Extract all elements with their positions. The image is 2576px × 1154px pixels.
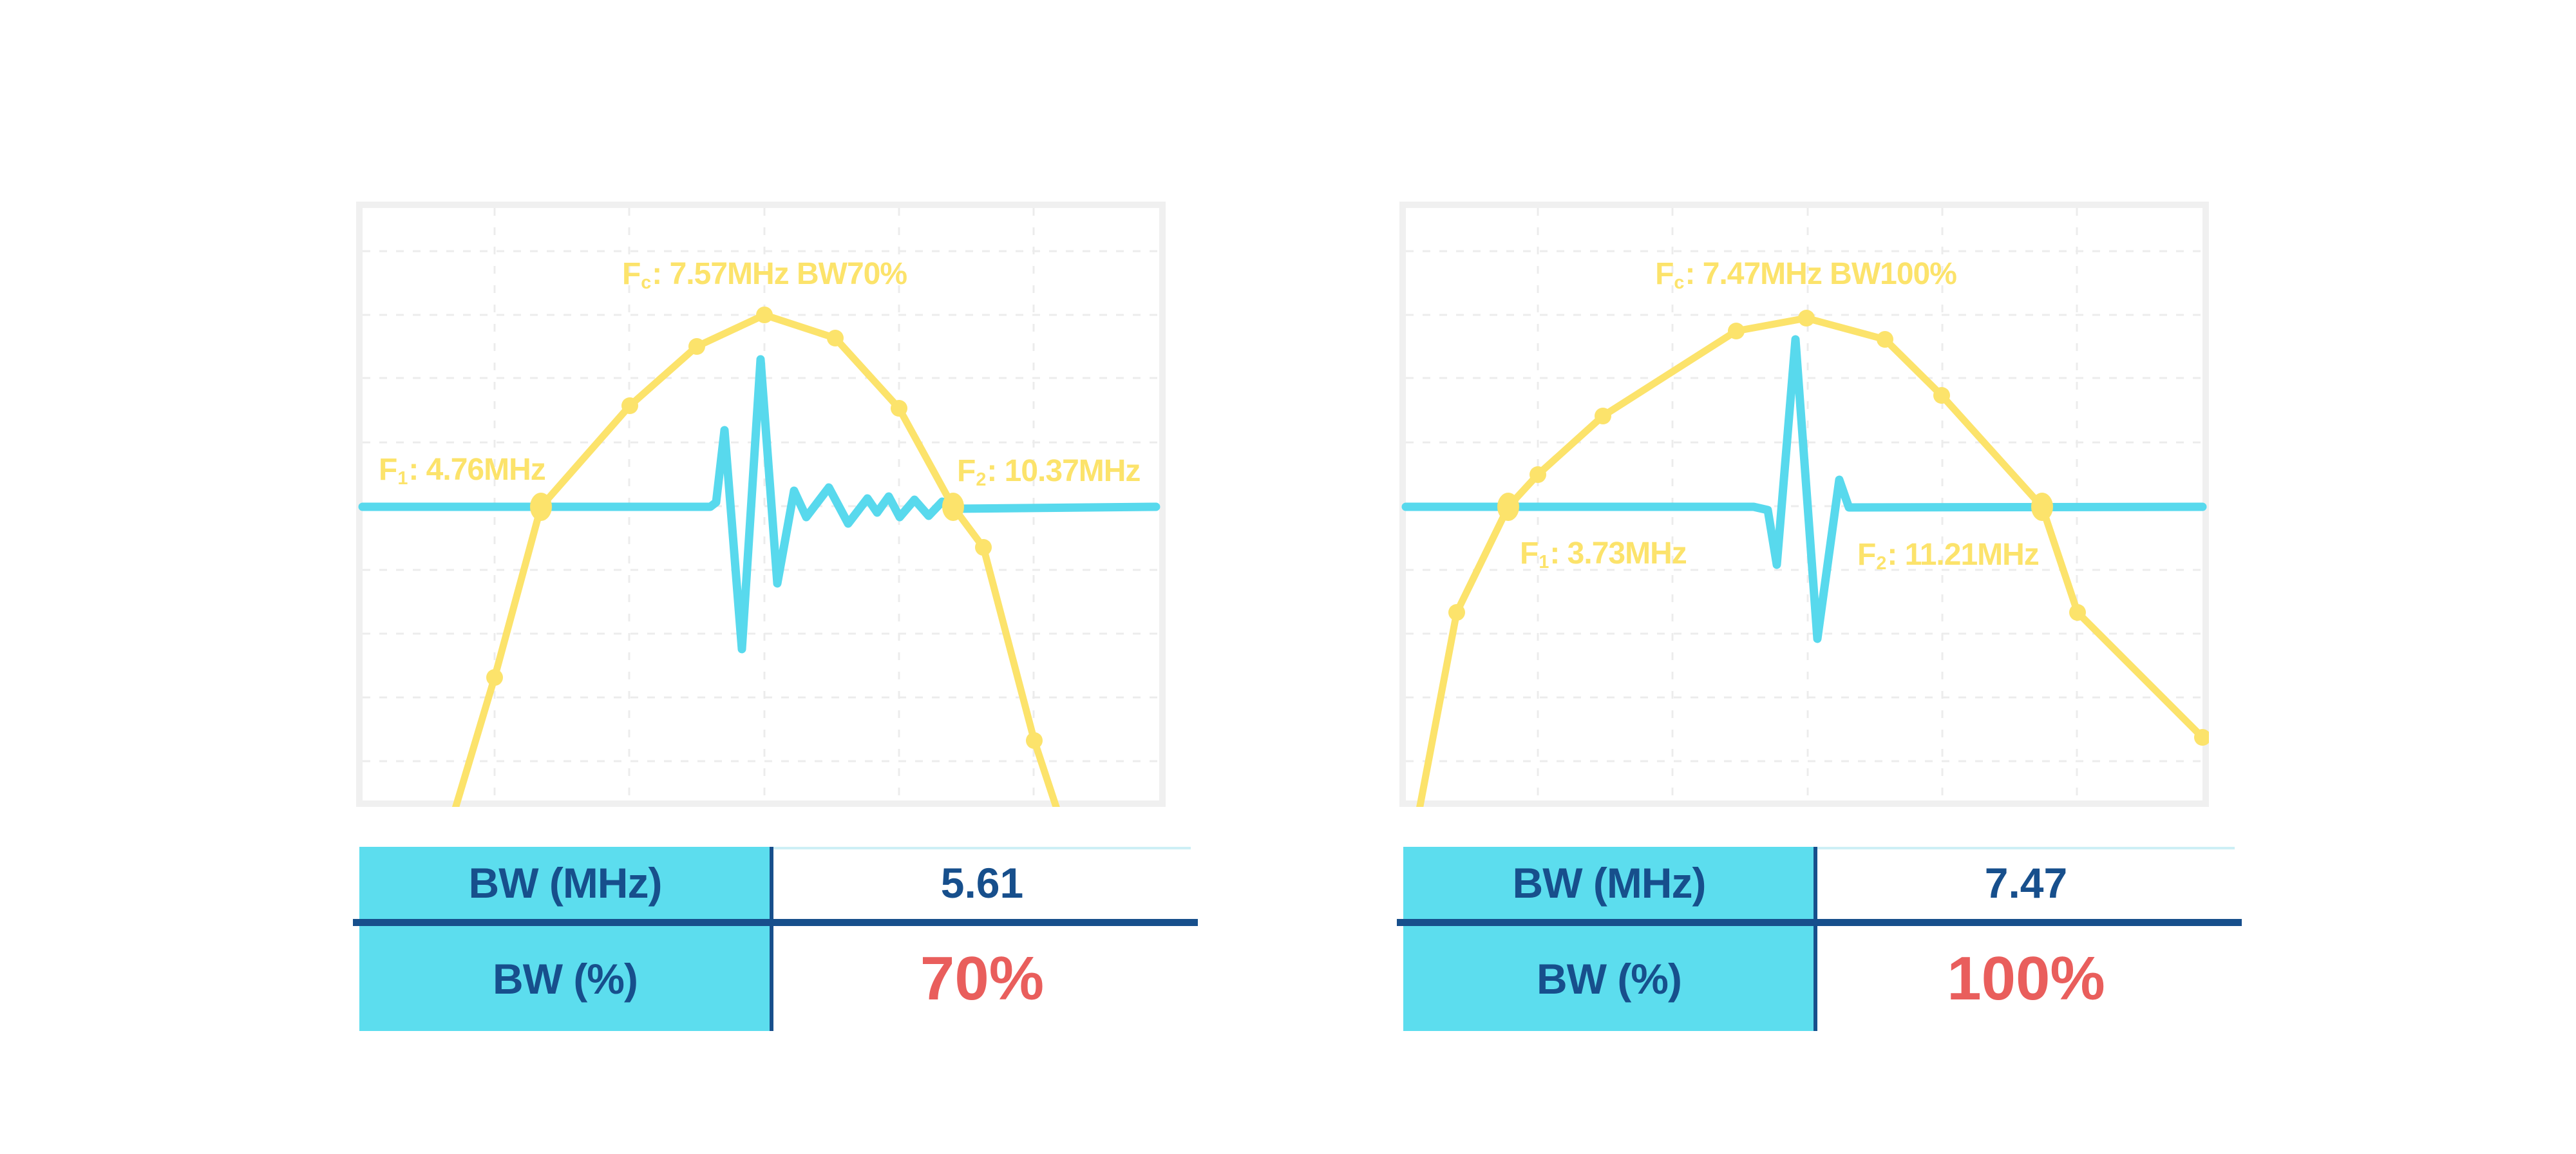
- right-table-label-column: [1403, 847, 1815, 1031]
- left-f1-annotation: F1: 4.76MHz: [379, 453, 546, 489]
- right-table-row-divider: [1397, 919, 2242, 926]
- right-f1-annotation: F1: 3.73MHz: [1520, 536, 1687, 572]
- left-table-top-rule: [771, 847, 1191, 849]
- left-table-label-column: [359, 847, 771, 1031]
- bw-mhz-value: 7.47: [1984, 859, 2068, 907]
- table-row: 5.61: [773, 847, 1191, 919]
- right-f2-annotation: F2: 11.21MHz: [1857, 538, 2040, 574]
- f2-marker: [942, 493, 964, 521]
- bw-pct-value: 100%: [1947, 943, 2105, 1013]
- left-table-row-divider: [353, 919, 1198, 926]
- right-spectrum-markers: [1448, 310, 2209, 746]
- f2-marker: [2031, 493, 2053, 521]
- data-point-marker: [2069, 604, 2086, 621]
- left-fc-annotation: Fc: 7.57MHz BW70%: [621, 257, 907, 293]
- table-row: 70%: [773, 926, 1191, 1031]
- bw-pct-value: 70%: [920, 943, 1045, 1013]
- left-chart: [356, 202, 1166, 807]
- right-chart: [1399, 202, 2209, 807]
- data-point-marker: [975, 539, 992, 556]
- data-point-marker: [1798, 310, 1815, 326]
- left-table-column-divider: [770, 847, 773, 1031]
- f1-marker: [530, 493, 552, 521]
- table-row: BW (%): [1403, 926, 1815, 1031]
- f1-marker: [1497, 493, 1519, 521]
- data-point-marker: [756, 307, 773, 323]
- curve-end-marker: [2194, 729, 2209, 746]
- bw-mhz-label: BW (MHz): [1512, 859, 1707, 907]
- right-table-top-rule: [1815, 847, 2235, 849]
- data-point-marker: [1728, 323, 1745, 339]
- data-point-marker: [688, 338, 705, 355]
- bw-mhz-value: 5.61: [940, 859, 1024, 907]
- left-pulse-waveform: [358, 355, 1160, 654]
- data-point-marker: [891, 400, 907, 417]
- data-point-marker: [1026, 732, 1043, 749]
- data-point-marker: [1933, 387, 1950, 404]
- table-row: BW (MHz): [1403, 847, 1815, 919]
- data-point-marker: [1595, 408, 1611, 424]
- data-point-marker: [1877, 331, 1893, 348]
- right-fc-annotation: Fc: 7.47MHz BW100%: [1655, 257, 1957, 293]
- right-bw-table: BW (MHz) 7.47 BW (%) 100%: [1397, 847, 2242, 1031]
- table-row: 7.47: [1817, 847, 2235, 919]
- data-point-marker: [486, 669, 503, 686]
- data-point-marker: [827, 330, 844, 346]
- table-row: BW (%): [359, 926, 771, 1031]
- left-bw-table: BW (MHz) 5.61 BW (%) 70%: [353, 847, 1198, 1031]
- right-pulse-waveform: [1401, 335, 2207, 643]
- data-point-marker: [621, 397, 638, 414]
- right-table-column-divider: [1814, 847, 1817, 1031]
- right-spectrum-curve: [1416, 314, 2206, 807]
- data-point-marker: [1530, 466, 1546, 483]
- left-spectrum-markers: [486, 307, 1043, 749]
- left-f2-annotation: F2: 10.37MHz: [957, 454, 1141, 490]
- bw-pct-label: BW (%): [493, 954, 638, 1003]
- table-row: BW (MHz): [359, 847, 771, 919]
- data-point-marker: [1448, 604, 1465, 621]
- left-spectrum-curve: [451, 311, 1060, 807]
- bw-pct-label: BW (%): [1537, 954, 1682, 1003]
- table-row: 100%: [1817, 926, 2235, 1031]
- bw-mhz-label: BW (MHz): [468, 859, 663, 907]
